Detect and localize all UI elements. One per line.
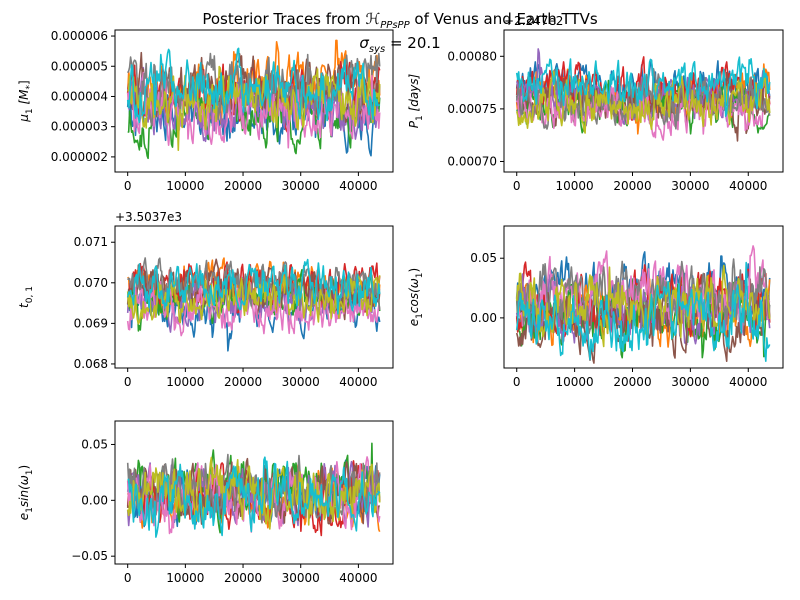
walker-trace-10 (127, 456, 381, 538)
x-tick-label: 30000 (282, 179, 320, 193)
subplot-ecos: 0 10000 20000 30000 40000 0.00 0.05 e1cos(ω1) (407, 225, 784, 389)
x-tick-label: 10000 (166, 179, 204, 193)
y-tick-label: 0.000004 (51, 89, 108, 103)
x-tick-label: 0 (124, 179, 132, 193)
y-tick-label: 0.068 (74, 357, 108, 371)
x-tick-label: 30000 (282, 571, 320, 585)
axes-frame (503, 225, 784, 369)
axes-frame (503, 29, 784, 173)
walker-trace-4 (515, 56, 771, 121)
axes-frame (114, 420, 394, 565)
axes-frame (114, 29, 394, 173)
x-tick-label: 10000 (556, 179, 594, 193)
x-tick-label: 30000 (671, 375, 709, 389)
figure-subtitle: σsys = 20.1 (359, 34, 440, 55)
x-tick-label: 40000 (339, 571, 377, 585)
x-tick-label: 0 (513, 179, 521, 193)
trace-group-t01 (126, 257, 381, 352)
trace-group-mu1 (126, 39, 381, 160)
x-tick-label: 40000 (339, 375, 377, 389)
subplot-t01: 0 10000 20000 30000 40000 0.068 0.069 0.070 0.07… (17, 210, 394, 389)
walker-trace-7 (126, 456, 381, 535)
y-tick-label: 0.069 (74, 316, 108, 330)
x-tick-label: 10000 (556, 375, 594, 389)
x-tick-label: 20000 (224, 571, 262, 585)
walker-trace-10 (515, 261, 771, 363)
x-tick-label: 20000 (224, 179, 262, 193)
y-offset-text: +2.247e2 (504, 14, 563, 28)
x-tick-label: 0 (124, 375, 132, 389)
y-tick-label: 0.00 (81, 493, 108, 507)
y-axis-label: e1sin(ω1) (17, 465, 35, 520)
subplot-mu1: 0 10000 20000 30000 40000 0.000002 0.000003 0.0… (17, 29, 394, 193)
x-tick-label: 40000 (729, 179, 767, 193)
walker-trace-9 (515, 264, 771, 348)
subplot-grid: 0 10000 20000 30000 40000 0.000002 0.000003 0.0… (17, 14, 784, 585)
y-tick-label: 0.000006 (51, 29, 108, 43)
walker-trace-6 (127, 51, 381, 123)
y-tick-label: 0.000002 (51, 150, 108, 164)
y-axis-label: t0, 1 (17, 286, 35, 308)
walker-trace-10 (515, 56, 771, 117)
y-tick-label: 0.05 (81, 437, 108, 451)
walker-trace-8 (515, 258, 771, 335)
trace-group-ecos (515, 245, 771, 364)
x-tick-label: 10000 (166, 375, 204, 389)
x-tick-label: 10000 (166, 571, 204, 585)
walker-trace-8 (127, 257, 381, 312)
x-tick-label: 20000 (613, 179, 651, 193)
x-tick-label: 20000 (224, 375, 262, 389)
y-tick-label: 0.00075 (447, 102, 497, 116)
subplot-P1: 0 10000 20000 30000 40000 0.00070 0.00075 0.000… (407, 14, 784, 193)
x-tick-label: 0 (513, 375, 521, 389)
y-axis-label: P1 [days] (407, 73, 425, 128)
y-tick-label: 0.071 (74, 235, 108, 249)
walker-trace-10 (126, 47, 381, 124)
x-tick-label: 40000 (339, 179, 377, 193)
y-tick-label: 0.00070 (447, 154, 497, 168)
y-axis-label: μ1 [M*] (17, 80, 35, 122)
y-tick-label: 0.000003 (51, 120, 108, 134)
figure-title: Posterior Traces from ℋPPsPP of Venus an… (202, 10, 598, 31)
y-tick-label: 0.05 (470, 251, 497, 265)
y-tick-label: −0.05 (71, 549, 108, 563)
subplot-esin: 0 10000 20000 30000 40000 −0.05 0.00 0.05 e1sin(… (17, 420, 394, 585)
y-tick-label: 0.070 (74, 276, 108, 290)
axes-frame (114, 225, 394, 369)
trace-group-P1 (515, 48, 771, 142)
y-tick-label: 0.00080 (447, 49, 497, 63)
walker-trace-1 (515, 251, 771, 337)
x-tick-label: 30000 (282, 375, 320, 389)
y-offset-text: +3.5037e3 (115, 210, 182, 224)
y-tick-label: 0.00 (470, 311, 497, 325)
x-tick-label: 20000 (613, 375, 651, 389)
y-tick-label: 0.000005 (51, 59, 108, 73)
x-tick-label: 0 (124, 571, 132, 585)
y-axis-label: e1cos(ω1) (407, 268, 425, 326)
walker-trace-10 (126, 258, 381, 315)
x-tick-label: 30000 (671, 179, 709, 193)
trace-group-esin (126, 442, 381, 538)
x-tick-label: 40000 (729, 375, 767, 389)
